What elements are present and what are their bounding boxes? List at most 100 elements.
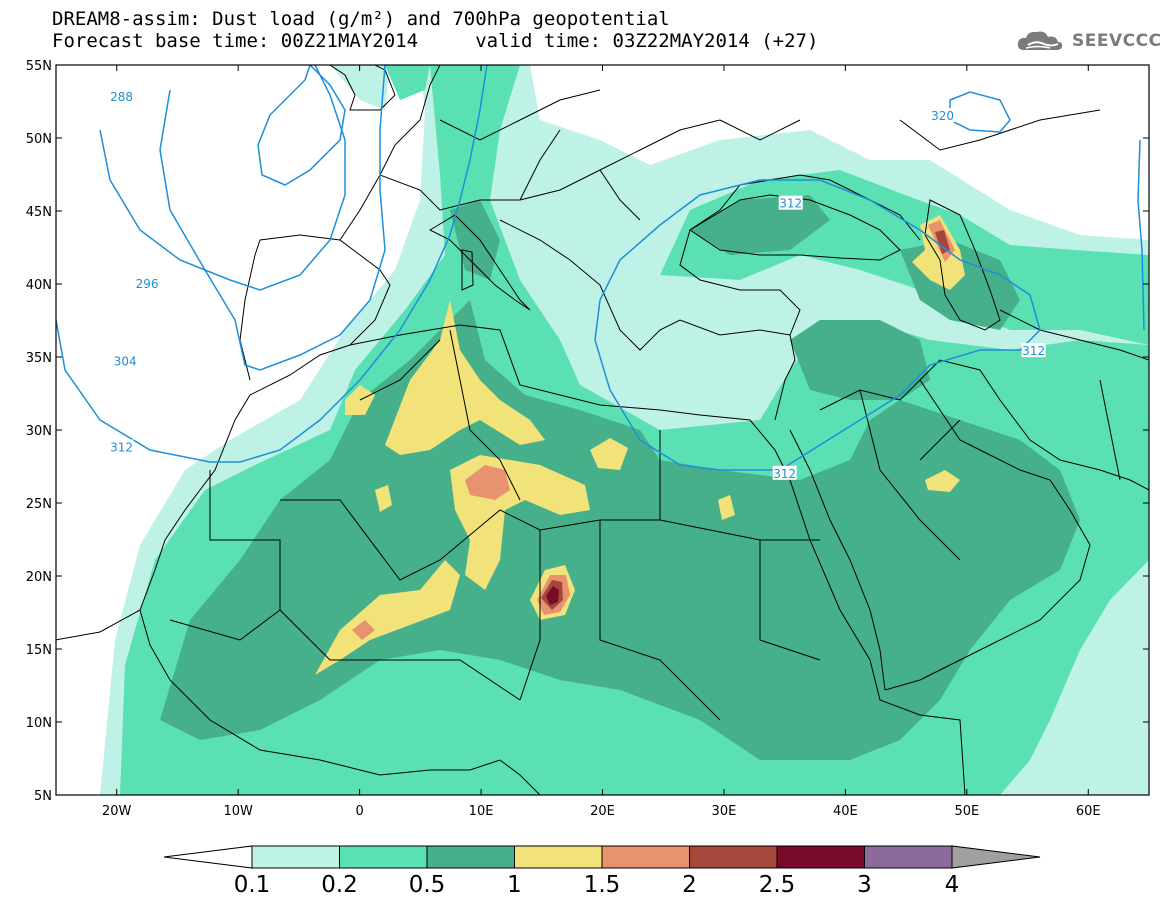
colorbar-label: 2 — [682, 872, 697, 898]
caspian-coastline — [924, 199, 1001, 331]
geopotential-contours — [56, 65, 1145, 471]
colorbar-swatch — [776, 845, 865, 869]
contour-label-bg — [109, 439, 134, 454]
lat-label: 35N — [26, 351, 52, 366]
dust-area-high — [925, 470, 960, 492]
dust-area-very-high — [465, 465, 510, 500]
dust-area-high — [590, 438, 628, 470]
africa-coastline — [56, 324, 966, 795]
dust-area-very-high — [352, 620, 375, 640]
country-borders — [819, 309, 1149, 561]
arabia-coastline — [884, 359, 1149, 691]
contour-312-far-east — [1137, 139, 1145, 331]
contour-label-bg — [772, 465, 797, 480]
lon-label: 40E — [833, 804, 858, 819]
dust-area-low — [330, 65, 390, 110]
dust-area-high — [718, 495, 735, 520]
contour-304 — [159, 65, 386, 371]
lat-label: 25N — [26, 497, 52, 512]
lat-label: 50N — [26, 132, 52, 147]
lon-label: 30E — [712, 804, 737, 819]
contour-label-bg — [109, 89, 134, 104]
contour-296 — [99, 65, 346, 291]
contour-label-layer: 288 296 304 312 312 312 312 320 — [109, 89, 1046, 481]
contour-label-bg — [778, 195, 803, 210]
dust-area-peak — [546, 586, 559, 605]
colorbar-label: 0.5 — [409, 872, 446, 898]
colorbar: 0.1 0.2 0.5 1 1.5 2 2.5 3 4 — [163, 845, 1041, 898]
sardinia-coastline — [461, 249, 474, 291]
dust-area-moderate — [790, 320, 930, 400]
lon-label: 20E — [590, 804, 615, 819]
colorbar-swatch — [251, 845, 340, 869]
lat-label: 20N — [26, 570, 52, 585]
uk-coastline — [329, 65, 396, 111]
colorbar-label: 2.5 — [759, 872, 796, 898]
contour-label: 288 — [110, 90, 133, 104]
latitude-axis: 55N 50N 45N 40N 35N 30N 25N 20N 15N 10N 5N — [26, 59, 1149, 804]
colorbar-under-arrow — [163, 845, 253, 869]
map-subtitle-times: Forecast base time: 00Z21MAY2014 valid t… — [52, 30, 819, 52]
dust-area-high — [375, 485, 392, 512]
country-borders — [169, 329, 821, 721]
seevccc-logo: SEEVCCC — [1016, 28, 1162, 54]
europe-west-coastline — [339, 65, 441, 241]
contour-label-bg — [113, 353, 138, 368]
red-sea-coastline — [774, 334, 886, 691]
contour-label-bg — [930, 108, 955, 123]
dust-area-moderate — [690, 195, 830, 255]
colorbar-swatch — [689, 845, 778, 869]
balkans-coastline — [499, 174, 921, 351]
black-sea-coastline — [689, 194, 901, 261]
dust-area-high — [315, 560, 460, 675]
colorbar-swatch — [514, 845, 603, 869]
colorbar-swatch — [601, 845, 690, 869]
lat-label: 30N — [26, 424, 52, 439]
lat-label: 10N — [26, 716, 52, 731]
lon-label: 50E — [954, 804, 979, 819]
colorbar-label: 1 — [507, 872, 522, 898]
lon-label: 0 — [355, 804, 363, 819]
italy-coastline — [428, 214, 531, 311]
contour-label: 312 — [110, 441, 133, 455]
contour-288 — [257, 65, 346, 186]
logo-text: SEEVCCC — [1072, 31, 1162, 51]
colorbar-label: 1.5 — [584, 872, 621, 898]
colorbar-swatch — [864, 845, 953, 869]
colorbar-swatch — [426, 845, 515, 869]
country-borders — [379, 89, 1101, 221]
lat-label: 45N — [26, 205, 52, 220]
dust-area-moderate — [160, 300, 1080, 760]
lon-label: 10W — [223, 804, 253, 819]
colorbar-label: 0.1 — [234, 872, 271, 898]
contour-label: 312 — [1022, 344, 1045, 358]
colorbar-label: 0.2 — [321, 872, 358, 898]
contour-label-bg — [1021, 343, 1046, 358]
lon-label: 60E — [1076, 804, 1101, 819]
contour-label: 320 — [931, 109, 954, 123]
contour-label: 312 — [773, 467, 796, 481]
lat-label: 15N — [26, 643, 52, 658]
contour-label: 304 — [114, 354, 137, 368]
cloud-logo-icon — [1017, 31, 1063, 50]
map-title: DREAM8-assim: Dust load (g/m²) and 700hP… — [52, 8, 670, 30]
colorbar-over-arrow — [951, 845, 1041, 869]
lon-label: 10E — [469, 804, 494, 819]
contour-312-east — [594, 179, 1041, 471]
dust-area-light — [385, 65, 430, 100]
longitude-axis: 20W 10W 0 10E 20E 30E 40E 50E 60E — [102, 65, 1101, 819]
iberia-coastline — [239, 234, 391, 381]
lat-label: 5N — [34, 789, 52, 804]
lat-label: 40N — [26, 278, 52, 293]
colorbar-label: 4 — [945, 872, 960, 898]
lon-label: 20W — [102, 804, 132, 819]
contour-label: 296 — [136, 277, 159, 291]
colorbar-swatch — [339, 845, 428, 869]
contour-312-west — [56, 65, 488, 463]
dust-area-extreme — [935, 230, 950, 254]
coastlines-and-borders — [56, 65, 1149, 795]
west-africa-coastline — [139, 609, 541, 795]
colorbar-label: 3 — [857, 872, 872, 898]
dust-area-high — [385, 300, 545, 455]
